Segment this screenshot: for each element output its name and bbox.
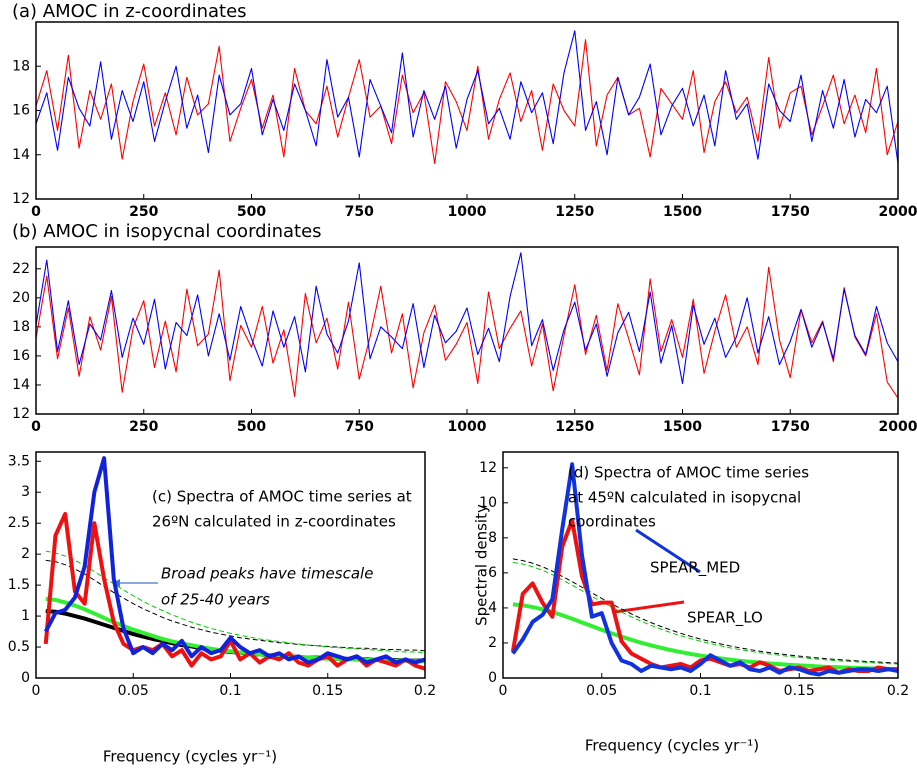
y-tick-label: 12 (12, 191, 30, 207)
y-tick-label: 12 (479, 460, 497, 476)
x-tick-label: 500 (237, 204, 266, 220)
y-tick-label: 8 (488, 530, 497, 546)
x-tick-label: 0 (31, 419, 41, 435)
annotation: of 25-40 years (161, 591, 270, 609)
y-axis-label: Spectral density (473, 504, 491, 626)
x-tick-label: 2000 (879, 419, 917, 435)
x-tick-label: 1500 (663, 204, 702, 220)
annotation: coordinates (568, 513, 656, 531)
y-tick-label: 2 (21, 546, 30, 562)
plot-frame (35, 246, 899, 415)
x-tick-label: 0.05 (586, 683, 617, 699)
x-tick-label: 0.05 (118, 683, 149, 699)
series-line (35, 39, 899, 165)
y-tick-label: 1.5 (8, 577, 30, 593)
y-tick-label: 4 (488, 600, 497, 616)
series-line (512, 602, 899, 672)
x-tick-label: 1250 (555, 204, 594, 220)
y-tick-label: 18 (12, 58, 30, 74)
plot-frame (35, 451, 426, 679)
x-tick-label: 1750 (771, 419, 810, 435)
x-tick-label: 2000 (879, 204, 917, 220)
series-line (35, 30, 899, 164)
y-tick-label: 6 (488, 565, 497, 581)
series-line (35, 252, 899, 385)
x-tick-label: 750 (345, 419, 374, 435)
series-line (45, 550, 426, 654)
y-tick-label: 10 (479, 495, 497, 511)
x-tick-label: 750 (345, 204, 374, 220)
annotation: at 45ºN calculated in isopycnal (568, 489, 801, 507)
annotation: (c) Spectra of AMOC time series at (152, 488, 412, 506)
x-tick-label: 0.15 (312, 683, 343, 699)
x-tick-label: 0.1 (689, 683, 711, 699)
y-tick-label: 16 (12, 348, 30, 364)
arrow (635, 528, 701, 574)
y-tick-label: 14 (12, 377, 30, 393)
plot-frame (35, 21, 899, 200)
panel-title: (a) AMOC in z-coordinates (12, 1, 247, 22)
y-tick-label: 2.5 (8, 515, 30, 531)
y-tick-label: 22 (12, 261, 30, 277)
y-tick-label: 0 (488, 670, 497, 686)
y-tick-label: 20 (12, 290, 30, 306)
x-tick-label: 250 (129, 204, 158, 220)
y-tick-label: 12 (12, 406, 30, 422)
arrow (613, 600, 685, 614)
series-line (512, 558, 899, 664)
x-tick-label: 250 (129, 419, 158, 435)
x-axis-label: Frequency (cycles yr⁻¹) (103, 748, 277, 766)
y-tick-label: 1 (21, 608, 30, 624)
y-tick-label: 18 (12, 319, 30, 335)
y-tick-label: 3.5 (8, 453, 30, 469)
x-tick-label: 0 (31, 204, 41, 220)
y-tick-label: 0 (21, 670, 30, 686)
y-tick-label: 14 (12, 147, 30, 163)
y-tick-label: 2 (488, 635, 497, 651)
series-line (510, 518, 898, 675)
annotation: (d) Spectra of AMOC time series (568, 464, 809, 482)
series-line (512, 561, 899, 665)
x-tick-label: 0.2 (414, 683, 436, 699)
x-tick-label: 1750 (771, 204, 810, 220)
annotation: 26ºN calculated in z-coordinates (152, 513, 396, 531)
series-label: SPEAR_MED (650, 559, 740, 578)
x-tick-label: 1000 (448, 204, 487, 220)
x-tick-label: 0 (499, 683, 508, 699)
y-tick-label: 16 (12, 103, 30, 119)
x-tick-label: 0 (32, 683, 41, 699)
x-tick-label: 0.1 (219, 683, 241, 699)
x-tick-label: 1000 (448, 419, 487, 435)
panel-title: (b) AMOC in isopycnal coordinates (12, 221, 322, 242)
annotation: Broad peaks have timescale (161, 565, 373, 583)
x-tick-label: 0.15 (784, 683, 815, 699)
series-label: SPEAR_LO (687, 609, 763, 628)
x-axis-label: Frequency (cycles yr⁻¹) (585, 737, 759, 755)
y-tick-label: 0.5 (8, 639, 30, 655)
series-line (35, 266, 899, 399)
x-tick-label: 500 (237, 419, 266, 435)
x-tick-label: 1250 (555, 419, 594, 435)
x-tick-label: 0.2 (887, 683, 909, 699)
x-tick-label: 1500 (663, 419, 702, 435)
series-line (43, 456, 426, 665)
plot-frame (502, 451, 899, 679)
series-line (511, 462, 899, 677)
y-tick-label: 3 (21, 484, 30, 500)
